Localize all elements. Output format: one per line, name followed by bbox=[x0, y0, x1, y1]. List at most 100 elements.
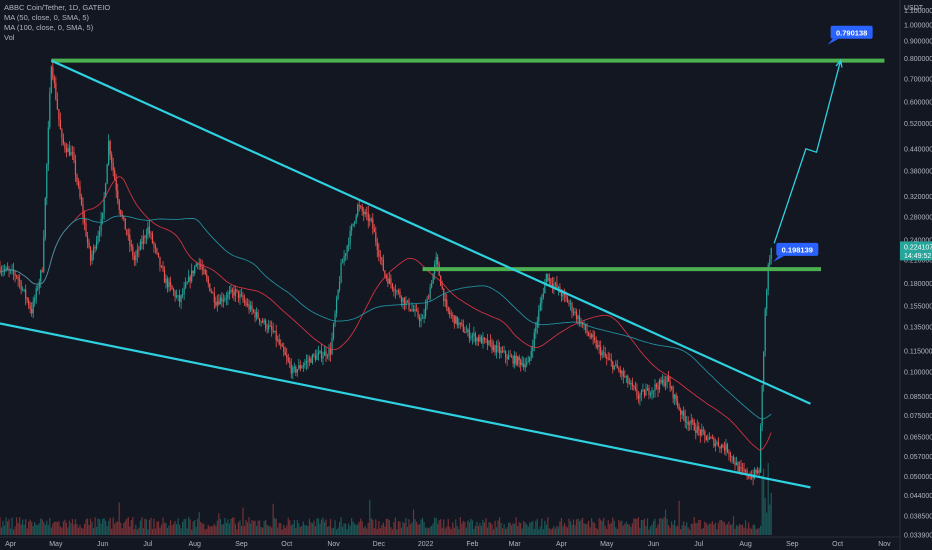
volume-bar bbox=[47, 524, 49, 535]
candle-body bbox=[515, 355, 517, 365]
candle-body bbox=[262, 321, 264, 323]
x-tick-label: Oct bbox=[281, 541, 292, 548]
volume-bar bbox=[630, 526, 632, 535]
volume-bar bbox=[338, 521, 341, 535]
volume-bar bbox=[136, 529, 138, 535]
projection-path bbox=[773, 60, 842, 244]
candle-body bbox=[47, 127, 49, 165]
candle-body bbox=[165, 278, 167, 283]
volume-bar bbox=[80, 527, 83, 535]
volume-bar bbox=[744, 520, 747, 535]
volume-bar bbox=[589, 527, 591, 535]
volume-bar bbox=[746, 528, 748, 535]
candle-body bbox=[747, 476, 750, 477]
candle-body bbox=[591, 334, 593, 338]
candle-body bbox=[102, 212, 104, 219]
volume-bar bbox=[319, 523, 321, 535]
volume-bar bbox=[293, 519, 295, 535]
candle-body bbox=[92, 247, 95, 255]
candle-body bbox=[664, 382, 667, 386]
volume-bar bbox=[504, 529, 507, 535]
volume-bar bbox=[249, 523, 252, 535]
volume-bar bbox=[82, 528, 84, 535]
candle-body bbox=[764, 309, 766, 352]
volume-bar bbox=[280, 523, 282, 535]
candle-body bbox=[429, 287, 431, 299]
volume-bar bbox=[526, 524, 528, 535]
candle-body bbox=[571, 303, 573, 312]
candle-body bbox=[492, 345, 495, 351]
candle-body bbox=[455, 316, 457, 324]
candle-body bbox=[17, 276, 19, 280]
candle-body bbox=[222, 299, 224, 302]
candle-body bbox=[209, 283, 211, 291]
candle-body bbox=[432, 273, 434, 284]
x-tick-label: May bbox=[600, 541, 614, 548]
volume-bar bbox=[118, 502, 120, 535]
candle-body bbox=[598, 344, 600, 347]
candle-body bbox=[292, 367, 294, 374]
volume-bar bbox=[295, 528, 297, 535]
candle-body bbox=[494, 345, 496, 353]
candle-body bbox=[437, 257, 439, 265]
volume-bar bbox=[237, 522, 240, 535]
candle-body bbox=[624, 376, 626, 378]
candle-body bbox=[583, 324, 585, 325]
volume-bar bbox=[70, 523, 72, 535]
moving-averages bbox=[0, 176, 772, 451]
volume-bar bbox=[334, 520, 336, 535]
candle-body bbox=[729, 454, 732, 458]
volume-bar bbox=[83, 523, 86, 535]
candle-body bbox=[159, 256, 161, 267]
volume-bar bbox=[603, 517, 605, 535]
volume-bar bbox=[174, 521, 176, 535]
last-price-value: 0.224107 bbox=[904, 244, 932, 251]
volume-bar bbox=[254, 520, 256, 535]
volume-bar bbox=[219, 519, 221, 535]
volume-bar bbox=[245, 519, 247, 535]
y-tick-label: 0.180000 bbox=[904, 281, 932, 288]
volume-bar bbox=[757, 528, 759, 535]
candle-body bbox=[166, 278, 169, 288]
candle-body bbox=[212, 292, 214, 294]
volume-bar bbox=[0, 527, 3, 535]
volume-bar bbox=[683, 521, 685, 535]
volume-bar bbox=[192, 521, 194, 535]
volume-bar bbox=[491, 524, 493, 535]
candle-body bbox=[533, 332, 535, 347]
x-tick-label: Jun bbox=[97, 541, 108, 548]
candle-body bbox=[234, 289, 237, 296]
volume-bars bbox=[0, 463, 772, 535]
x-tick-label: Aug bbox=[739, 541, 752, 548]
candle-body bbox=[378, 250, 380, 257]
candle-body bbox=[633, 385, 635, 387]
candle-body bbox=[197, 263, 199, 265]
volume-bar bbox=[554, 528, 557, 535]
volume-bar bbox=[255, 525, 258, 535]
candle-body bbox=[6, 267, 9, 270]
candle-body bbox=[636, 389, 638, 396]
volume-bar bbox=[141, 517, 143, 535]
price-label-box bbox=[776, 242, 819, 256]
candle-body bbox=[667, 376, 670, 382]
candle-body bbox=[115, 179, 117, 191]
volume-bar bbox=[89, 518, 92, 535]
candle-body bbox=[76, 174, 78, 183]
candle-body bbox=[568, 302, 570, 304]
volume-bar bbox=[722, 521, 724, 535]
volume-bar bbox=[763, 468, 765, 535]
volume-bar bbox=[571, 524, 573, 535]
volume-bar bbox=[645, 526, 647, 535]
volume-bar bbox=[178, 524, 181, 535]
volume-bar bbox=[674, 519, 676, 535]
volume-bar bbox=[667, 525, 670, 535]
candle-body bbox=[594, 337, 596, 340]
volume-bar bbox=[631, 523, 633, 535]
candle-body bbox=[200, 263, 202, 267]
volume-bar bbox=[434, 517, 436, 535]
candle-body bbox=[157, 252, 160, 257]
volume-bar bbox=[438, 520, 440, 535]
volume-bar bbox=[197, 518, 199, 535]
candle-body bbox=[545, 273, 547, 283]
